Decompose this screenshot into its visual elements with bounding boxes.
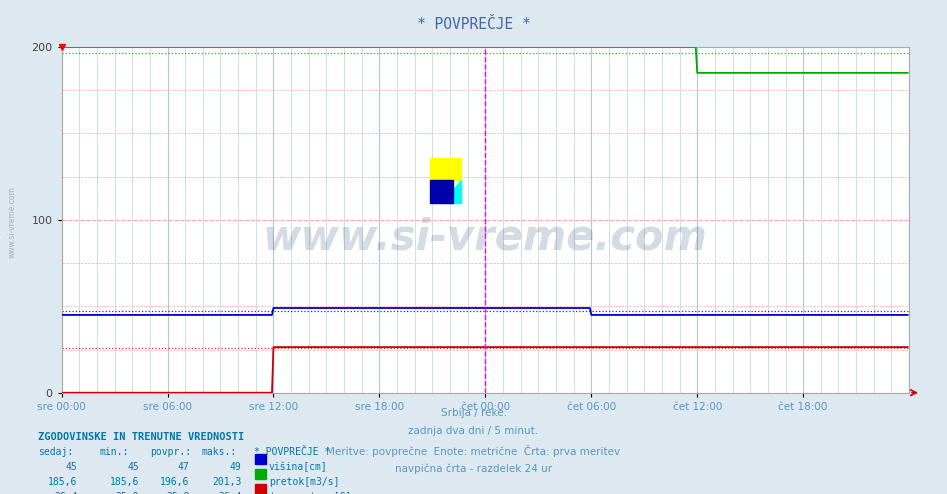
- Text: maks.:: maks.:: [202, 447, 237, 457]
- Text: ZGODOVINSKE IN TRENUTNE VREDNOSTI: ZGODOVINSKE IN TRENUTNE VREDNOSTI: [38, 432, 244, 442]
- Text: navpična črta - razdelek 24 ur: navpična črta - razdelek 24 ur: [395, 464, 552, 474]
- Text: višina[cm]: višina[cm]: [269, 462, 328, 472]
- Text: Meritve: povprečne  Enote: metrične  Črta: prva meritev: Meritve: povprečne Enote: metrične Črta:…: [327, 445, 620, 457]
- Text: 49: 49: [230, 462, 241, 472]
- Text: 185,6: 185,6: [110, 477, 139, 487]
- Text: pretok[m3/s]: pretok[m3/s]: [269, 477, 339, 487]
- Bar: [430, 158, 461, 180]
- Text: povpr.:: povpr.:: [150, 447, 190, 457]
- Text: temperatura[C]: temperatura[C]: [269, 492, 351, 494]
- Text: 25,0: 25,0: [116, 492, 139, 494]
- Text: 196,6: 196,6: [160, 477, 189, 487]
- Text: * POVPREČJE *: * POVPREČJE *: [417, 17, 530, 32]
- Text: 26,4: 26,4: [54, 492, 78, 494]
- Text: 201,3: 201,3: [212, 477, 241, 487]
- Bar: [430, 180, 453, 203]
- Text: 25,9: 25,9: [166, 492, 189, 494]
- Text: www.si-vreme.com: www.si-vreme.com: [263, 216, 707, 258]
- Text: Srbija / reke.: Srbija / reke.: [440, 408, 507, 417]
- Polygon shape: [442, 180, 461, 203]
- Text: * POVPREČJE *: * POVPREČJE *: [254, 447, 331, 457]
- Text: min.:: min.:: [99, 447, 129, 457]
- Text: 185,6: 185,6: [48, 477, 78, 487]
- Text: zadnja dva dni / 5 minut.: zadnja dva dni / 5 minut.: [408, 426, 539, 436]
- Text: sedaj:: sedaj:: [38, 447, 73, 457]
- Text: 45: 45: [128, 462, 139, 472]
- Text: www.si-vreme.com: www.si-vreme.com: [8, 186, 17, 258]
- Text: 26,4: 26,4: [218, 492, 241, 494]
- Text: 45: 45: [66, 462, 78, 472]
- Text: 47: 47: [178, 462, 189, 472]
